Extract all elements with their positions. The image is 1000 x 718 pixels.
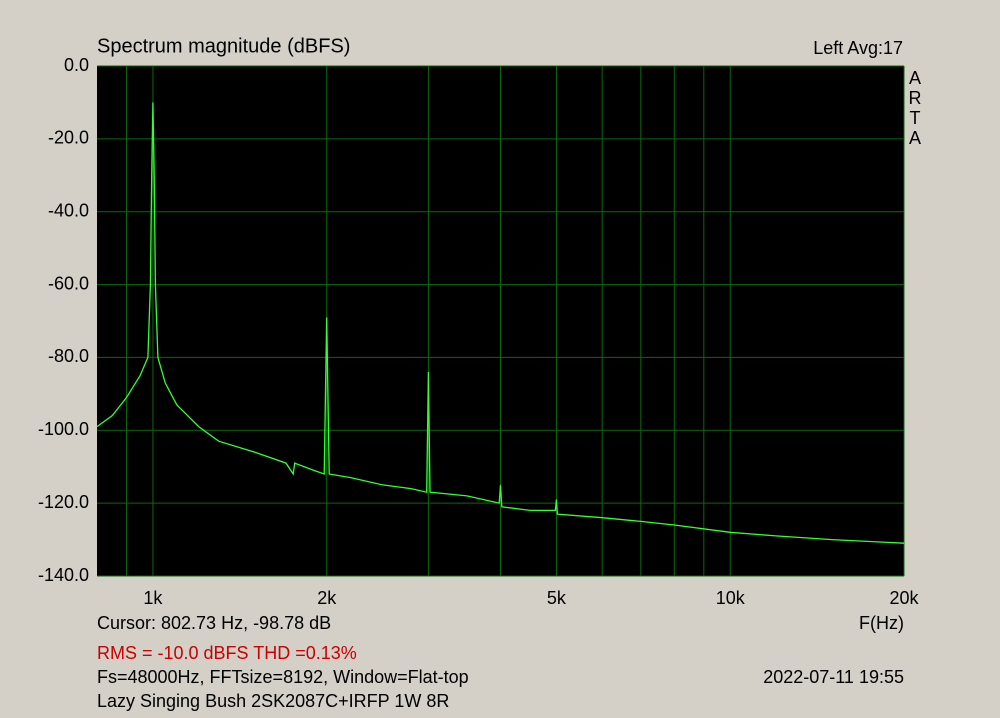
timestamp: 2022-07-11 19:55	[763, 667, 904, 687]
x-axis-label: F(Hz)	[859, 613, 904, 633]
y-tick-label: -100.0	[38, 419, 89, 439]
y-tick-label: 0.0	[64, 55, 89, 75]
channel-info: Left Avg:17	[813, 38, 903, 58]
x-tick-label: 1k	[143, 588, 163, 608]
y-tick-label: -140.0	[38, 565, 89, 585]
x-tick-label: 20k	[889, 588, 919, 608]
chart-title: Spectrum magnitude (dBFS)	[97, 35, 350, 57]
cursor-text: Cursor: 802.73 Hz, -98.78 dB	[97, 613, 331, 633]
measurement-text: RMS = -10.0 dBFS THD =0.13%	[97, 643, 357, 663]
y-tick-label: -40.0	[48, 200, 89, 220]
x-tick-label: 5k	[547, 588, 567, 608]
y-tick-label: -80.0	[48, 346, 89, 366]
spectrum-line	[96, 102, 905, 544]
caption: Lazy Singing Bush 2SK2087C+IRFP 1W 8R	[97, 691, 449, 711]
y-tick-label: -20.0	[48, 128, 89, 148]
y-tick-label: -120.0	[38, 492, 89, 512]
brand: ARTA	[905, 68, 925, 148]
x-tick-label: 2k	[317, 588, 337, 608]
settings-text: Fs=48000Hz, FFTsize=8192, Window=Flat-to…	[97, 667, 469, 687]
y-tick-label: -60.0	[48, 273, 89, 293]
x-tick-label: 10k	[716, 588, 746, 608]
